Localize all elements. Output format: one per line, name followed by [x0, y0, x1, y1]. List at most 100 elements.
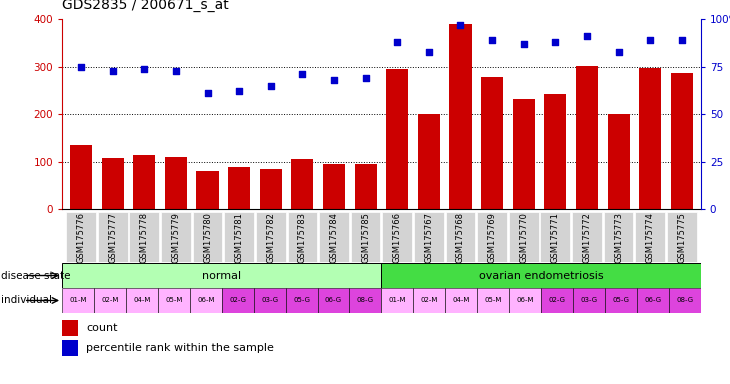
Text: 04-M: 04-M: [133, 298, 150, 303]
Bar: [129, 212, 159, 262]
Text: GSM175775: GSM175775: [677, 212, 686, 263]
Bar: [98, 212, 128, 262]
Text: count: count: [86, 323, 118, 333]
Text: disease state: disease state: [1, 270, 71, 281]
Text: GSM175772: GSM175772: [583, 212, 591, 263]
Text: 06-G: 06-G: [645, 298, 661, 303]
Bar: [193, 212, 223, 262]
Bar: [350, 288, 381, 313]
Text: GDS2835 / 200671_s_at: GDS2835 / 200671_s_at: [62, 0, 228, 12]
Bar: [418, 114, 440, 209]
Bar: [477, 288, 510, 313]
Point: [139, 66, 150, 72]
Text: 02-M: 02-M: [420, 298, 438, 303]
Text: 05-M: 05-M: [165, 298, 182, 303]
Text: 05-G: 05-G: [293, 298, 310, 303]
Point: [550, 39, 561, 45]
Bar: [386, 69, 408, 209]
Text: 06-G: 06-G: [325, 298, 342, 303]
Text: 02-G: 02-G: [229, 298, 246, 303]
Text: GSM175776: GSM175776: [77, 212, 85, 263]
Bar: [540, 212, 570, 262]
Point: [581, 33, 593, 40]
Point: [360, 75, 372, 81]
Text: GSM175778: GSM175778: [139, 212, 149, 263]
Bar: [414, 212, 444, 262]
Point: [391, 39, 403, 45]
Point: [328, 77, 340, 83]
Text: 05-M: 05-M: [485, 298, 502, 303]
Point: [645, 37, 656, 43]
Bar: [62, 320, 78, 336]
Text: 08-G: 08-G: [357, 298, 374, 303]
Bar: [70, 145, 92, 209]
Point: [423, 48, 434, 55]
Text: GSM175783: GSM175783: [298, 212, 307, 263]
Bar: [224, 212, 254, 262]
Text: GSM175779: GSM175779: [172, 212, 180, 263]
Bar: [228, 167, 250, 209]
Point: [170, 68, 182, 74]
Bar: [291, 159, 313, 209]
Bar: [413, 288, 445, 313]
Bar: [573, 288, 605, 313]
Text: GSM175785: GSM175785: [361, 212, 370, 263]
Point: [201, 90, 213, 96]
Text: GSM175780: GSM175780: [203, 212, 212, 263]
Bar: [94, 288, 126, 313]
Bar: [196, 171, 218, 209]
Bar: [318, 288, 350, 313]
Text: GSM175767: GSM175767: [424, 212, 434, 263]
Text: normal: normal: [202, 270, 242, 281]
Bar: [572, 212, 602, 262]
Text: GSM175773: GSM175773: [614, 212, 623, 263]
Bar: [576, 66, 598, 209]
Bar: [254, 288, 285, 313]
Text: 03-G: 03-G: [261, 298, 278, 303]
Text: 04-M: 04-M: [453, 298, 470, 303]
Bar: [101, 158, 123, 209]
Text: GSM175781: GSM175781: [234, 212, 244, 263]
Bar: [161, 212, 191, 262]
Bar: [288, 212, 318, 262]
Text: 06-M: 06-M: [197, 298, 215, 303]
Bar: [350, 212, 380, 262]
Point: [486, 37, 498, 43]
Bar: [260, 169, 282, 209]
Text: GSM175777: GSM175777: [108, 212, 117, 263]
Bar: [158, 288, 190, 313]
Bar: [126, 288, 158, 313]
Text: 02-M: 02-M: [101, 298, 119, 303]
Bar: [512, 99, 535, 209]
Bar: [545, 94, 566, 209]
Point: [75, 64, 87, 70]
Text: 06-M: 06-M: [516, 298, 534, 303]
Bar: [637, 288, 669, 313]
Text: 01-M: 01-M: [69, 298, 87, 303]
Bar: [62, 340, 78, 356]
Bar: [510, 288, 541, 313]
Bar: [450, 24, 472, 209]
Bar: [667, 212, 696, 262]
Text: GSM175770: GSM175770: [519, 212, 529, 263]
Text: individual: individual: [1, 295, 53, 306]
Text: GSM175766: GSM175766: [393, 212, 402, 263]
Text: GSM175782: GSM175782: [266, 212, 275, 263]
Bar: [62, 263, 381, 288]
Bar: [355, 164, 377, 209]
Bar: [383, 212, 412, 262]
Point: [107, 68, 118, 74]
Point: [676, 37, 688, 43]
Text: 03-G: 03-G: [580, 298, 598, 303]
Bar: [319, 212, 349, 262]
Text: 01-M: 01-M: [388, 298, 406, 303]
Bar: [190, 288, 222, 313]
Bar: [66, 212, 96, 262]
Bar: [133, 155, 155, 209]
Point: [518, 41, 529, 47]
Text: GSM175768: GSM175768: [456, 212, 465, 263]
Bar: [381, 288, 413, 313]
Bar: [541, 288, 573, 313]
Text: ovarian endometriosis: ovarian endometriosis: [479, 270, 604, 281]
Bar: [222, 288, 254, 313]
